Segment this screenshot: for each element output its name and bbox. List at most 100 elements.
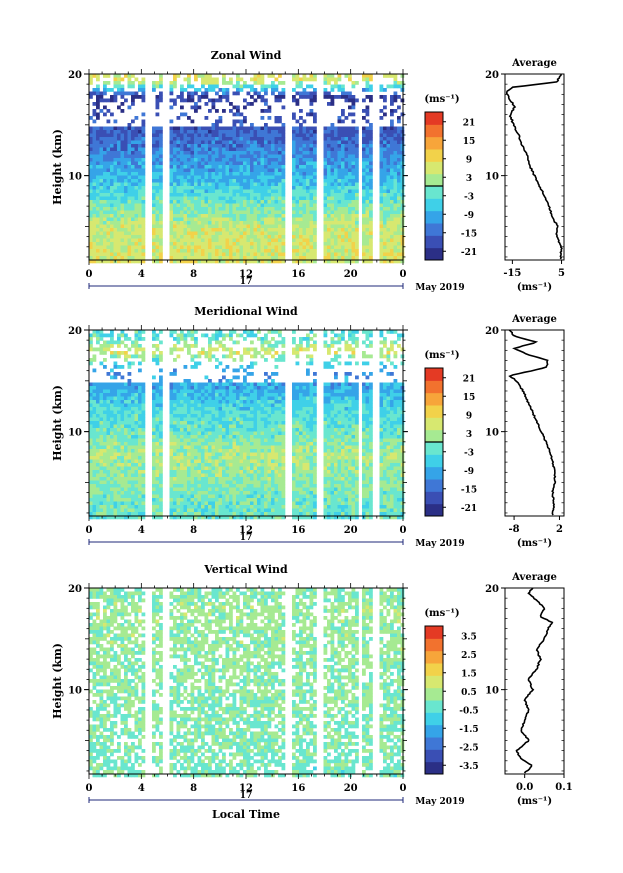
- average-x-label: (ms⁻¹): [517, 282, 552, 293]
- average-x-tick-label: -8: [509, 524, 520, 535]
- x-tick-label: 0: [86, 269, 93, 280]
- average-profile-line: [515, 587, 554, 774]
- colorbar-tick-label: 3: [466, 430, 472, 440]
- panel-title: Meridional Wind: [194, 305, 298, 318]
- colorbar-tick-label: 1.5: [461, 669, 477, 679]
- panel-title: Zonal Wind: [211, 49, 282, 62]
- colorbar-swatch: [425, 112, 443, 125]
- average-y-tick-label: 20: [485, 326, 499, 337]
- colorbar-swatch: [425, 503, 443, 517]
- colorbar-swatch: [425, 638, 443, 652]
- average-y-tick-label: 10: [485, 428, 499, 439]
- y-tick-label: 10: [68, 428, 82, 439]
- average-y-tick-label: 10: [485, 686, 499, 697]
- colorbar-tick-label: -1.5: [459, 725, 478, 735]
- x-tick-label: 8: [190, 269, 197, 280]
- average-panel: Average 10 20 -8 2 (ms⁻¹): [485, 314, 565, 549]
- colorbar-swatch: [425, 687, 443, 701]
- colorbar-tick-label: 21: [463, 374, 476, 384]
- colorbar-tick-label: 21: [463, 118, 476, 128]
- colorbar-swatch: [425, 429, 443, 443]
- colorbar: (ms⁻¹) 3.5 2.5 1.5 0.5 -0.5 -1.5 -2.5 -3.5: [424, 608, 479, 775]
- x-tick-label: 20: [344, 783, 358, 794]
- colorbar-tick-label: 9: [466, 411, 472, 421]
- colorbar-unit: (ms⁻¹): [424, 350, 459, 361]
- average-profile-line: [508, 329, 557, 516]
- colorbar-swatch: [425, 749, 443, 763]
- x-tick-label: 8: [190, 783, 197, 794]
- colorbar-swatch: [425, 466, 443, 480]
- day-label: 17: [240, 533, 253, 543]
- average-profile-line: [506, 73, 563, 260]
- colorbar-swatch: [425, 124, 443, 138]
- y-axis-label: Height (km): [51, 643, 64, 719]
- colorbar-swatch: [425, 392, 443, 406]
- average-frame: [504, 329, 565, 517]
- average-panel: Average 10 20 -15 5 (ms⁻¹): [485, 58, 565, 293]
- average-x-label: (ms⁻¹): [517, 796, 552, 807]
- date-label: May 2019: [415, 797, 464, 807]
- colorbar-tick-label: 0.5: [461, 688, 477, 698]
- panel-title: Vertical Wind: [203, 563, 288, 576]
- x-tick-label: 0: [400, 269, 407, 280]
- x-tick-label: 12: [239, 525, 253, 536]
- colorbar-tick-label: 9: [466, 155, 472, 165]
- x-tick-label: 0: [86, 783, 93, 794]
- x-tick-label: 8: [190, 525, 197, 536]
- colorbar: (ms⁻¹) 21 15 9 3 -3 -9 -15 -21: [424, 94, 477, 261]
- day-label: 17: [240, 277, 253, 287]
- colorbar-swatch: [425, 737, 443, 750]
- y-axis-label: Height (km): [51, 129, 64, 205]
- colorbar-swatch: [425, 223, 443, 236]
- colorbar-tick-label: -3: [464, 448, 474, 458]
- colorbar-swatch: [425, 626, 443, 639]
- average-y-tick-label: 20: [485, 584, 499, 595]
- colorbar-swatch: [425, 700, 443, 713]
- colorbar-swatch: [425, 247, 443, 261]
- colorbar-unit: (ms⁻¹): [424, 94, 459, 105]
- colorbar-swatch: [425, 479, 443, 492]
- colorbar-swatch: [425, 380, 443, 394]
- colorbar-swatch: [425, 417, 443, 431]
- colorbar-swatch: [425, 173, 443, 187]
- panel-zonal-wind: Zonal Wind 10 20 Height (km) 0 4 8 12 16 20 0 17 May…: [51, 49, 565, 293]
- average-y-tick-label: 20: [485, 70, 499, 81]
- x-tick-label: 4: [138, 783, 145, 794]
- colorbar-tick-label: -21: [461, 248, 477, 258]
- y-tick-label: 20: [68, 70, 82, 81]
- panel-vertical-wind: Vertical Wind 10 20 Height (km) 0 4 8 12 16 20 0 17…: [51, 563, 573, 821]
- average-title: Average: [511, 572, 557, 583]
- colorbar-swatch: [425, 405, 443, 418]
- colorbar-tick-label: -9: [464, 211, 474, 221]
- colorbar-swatch: [425, 454, 443, 468]
- colorbar-tick-label: -3.5: [459, 762, 478, 772]
- y-tick-label: 10: [68, 172, 82, 183]
- colorbar-tick-label: 3: [466, 174, 472, 184]
- x-axis-label: Local Time: [212, 808, 280, 821]
- x-tick-label: 16: [291, 269, 305, 280]
- average-x-label: (ms⁻¹): [517, 538, 552, 549]
- x-tick-label: 12: [239, 269, 253, 280]
- y-tick-label: 20: [68, 584, 82, 595]
- colorbar-swatch: [425, 235, 443, 249]
- colorbar-tick-label: -3: [464, 192, 474, 202]
- average-x-tick-label: 2: [556, 524, 563, 535]
- average-title: Average: [511, 58, 557, 69]
- colorbar-swatch: [425, 161, 443, 175]
- colorbar-swatch: [425, 650, 443, 664]
- x-tick-label: 16: [291, 525, 305, 536]
- colorbar-unit: (ms⁻¹): [424, 608, 459, 619]
- colorbar-tick-label: -9: [464, 467, 474, 477]
- date-label: May 2019: [415, 539, 464, 549]
- x-tick-label: 20: [344, 269, 358, 280]
- panel-meridional-wind: Meridional Wind 10 20 Height (km) 0 4 8 12 16 20 0…: [51, 305, 565, 549]
- x-tick-label: 0: [400, 783, 407, 794]
- colorbar-swatch: [425, 724, 443, 738]
- average-x-tick-label: 5: [558, 268, 565, 279]
- colorbar-tick-label: -0.5: [459, 706, 478, 716]
- average-y-tick-label: 10: [485, 172, 499, 183]
- colorbar-tick-label: 15: [463, 393, 476, 403]
- colorbar-swatch: [425, 368, 443, 381]
- average-x-tick-label: 0.1: [555, 782, 572, 793]
- colorbar: (ms⁻¹) 21 15 9 3 -3 -9 -15 -21: [424, 350, 477, 517]
